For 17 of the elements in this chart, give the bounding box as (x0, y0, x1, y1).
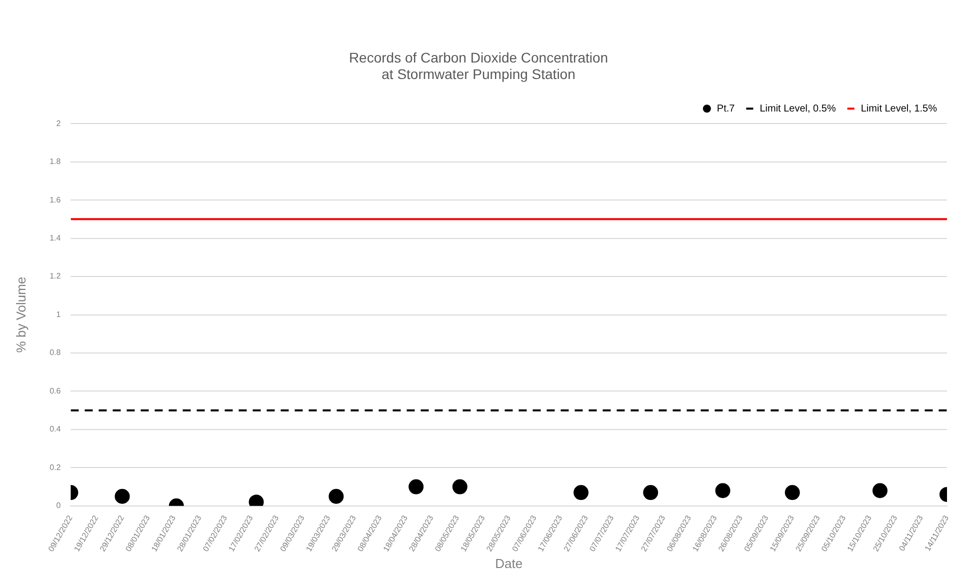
y-tick-label: 1.8 (50, 157, 62, 166)
legend-label: Pt.7 (716, 103, 736, 114)
y-axis-title: % by Volume (13, 276, 28, 353)
y-tick-label: 1.2 (50, 272, 62, 281)
y-tick-label: 1.4 (50, 234, 62, 242)
y-tick-label: 0.2 (50, 462, 62, 472)
y-tick-label: 2 (56, 118, 62, 128)
legend-label: Limit Level, 0.5% (760, 103, 836, 114)
y-tick-label: 0.8 (50, 348, 62, 358)
chart-title: Records of Carbon Dioxide Concentration at Stormwater Pumping Station (348, 49, 608, 82)
y-tick-label: 1 (56, 310, 62, 319)
y-tick-label: 1.6 (50, 195, 62, 204)
y-tick-label: 0.6 (50, 386, 62, 396)
legend-label: Limit Level, 1.5% (860, 103, 938, 114)
y-tick-label: 0 (56, 501, 62, 510)
y-tick-label: 0.4 (50, 424, 62, 434)
x-axis-title: Date (495, 556, 523, 571)
